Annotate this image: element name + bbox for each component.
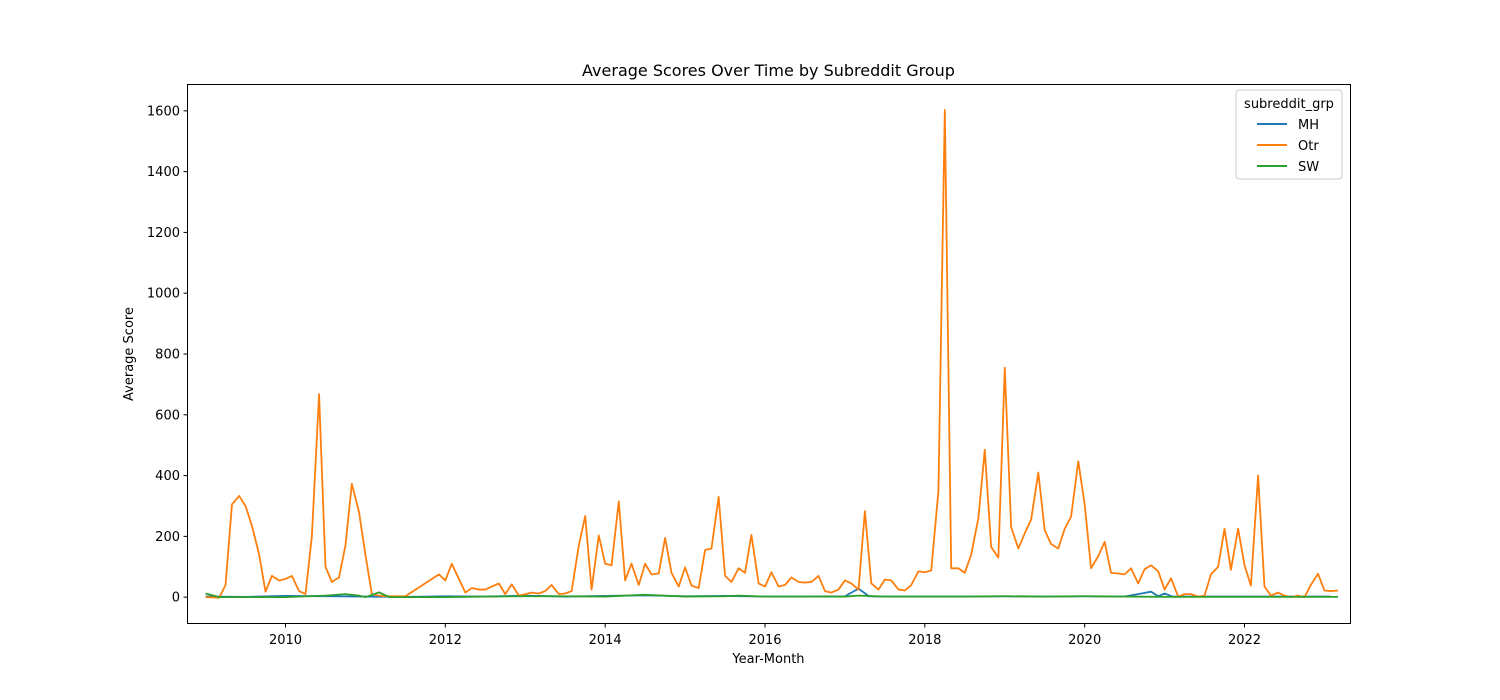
x-axis-label: Year-Month: [731, 652, 804, 667]
series-line-sw: [205, 591, 1339, 599]
x-tick-label: 2010: [269, 633, 302, 648]
y-tick-label: 400: [155, 469, 180, 484]
y-tick-label: 0: [172, 591, 180, 606]
y-tick-label: 1400: [147, 165, 180, 180]
y-tick-label: 800: [155, 348, 180, 363]
series-line-otr: [205, 109, 1339, 599]
legend-label-mh: MH: [1298, 118, 1319, 133]
legend-title: subreddit_grp: [1244, 97, 1334, 112]
x-axis: 2010 2012 2014 2016 2018 2020 2022: [269, 623, 1261, 648]
legend-box: [1235, 89, 1343, 180]
y-tick-label: 1000: [147, 287, 180, 302]
x-tick-label: 2018: [908, 633, 941, 648]
x-tick-label: 2022: [1228, 633, 1261, 648]
y-axis-label: Average Score: [122, 307, 137, 401]
y-tick-label: 200: [155, 530, 180, 545]
legend-label-sw: SW: [1298, 160, 1319, 175]
legend-label-otr: Otr: [1298, 139, 1319, 154]
x-tick-label: 2014: [589, 633, 622, 648]
chart-title: Average Scores Over Time by Subreddit Gr…: [582, 61, 955, 80]
legend: subreddit_grp MH Otr SW: [1235, 89, 1343, 180]
y-axis: 0 200 400 600 800 1000 1200 1400 1600: [147, 104, 188, 606]
y-tick-label: 1200: [147, 226, 180, 241]
y-tick-label: 600: [155, 408, 180, 423]
x-tick-label: 2012: [429, 633, 462, 648]
plot-lines: [205, 109, 1339, 599]
x-tick-label: 2016: [748, 633, 781, 648]
y-tick-label: 1600: [147, 104, 180, 119]
x-tick-label: 2020: [1068, 633, 1101, 648]
